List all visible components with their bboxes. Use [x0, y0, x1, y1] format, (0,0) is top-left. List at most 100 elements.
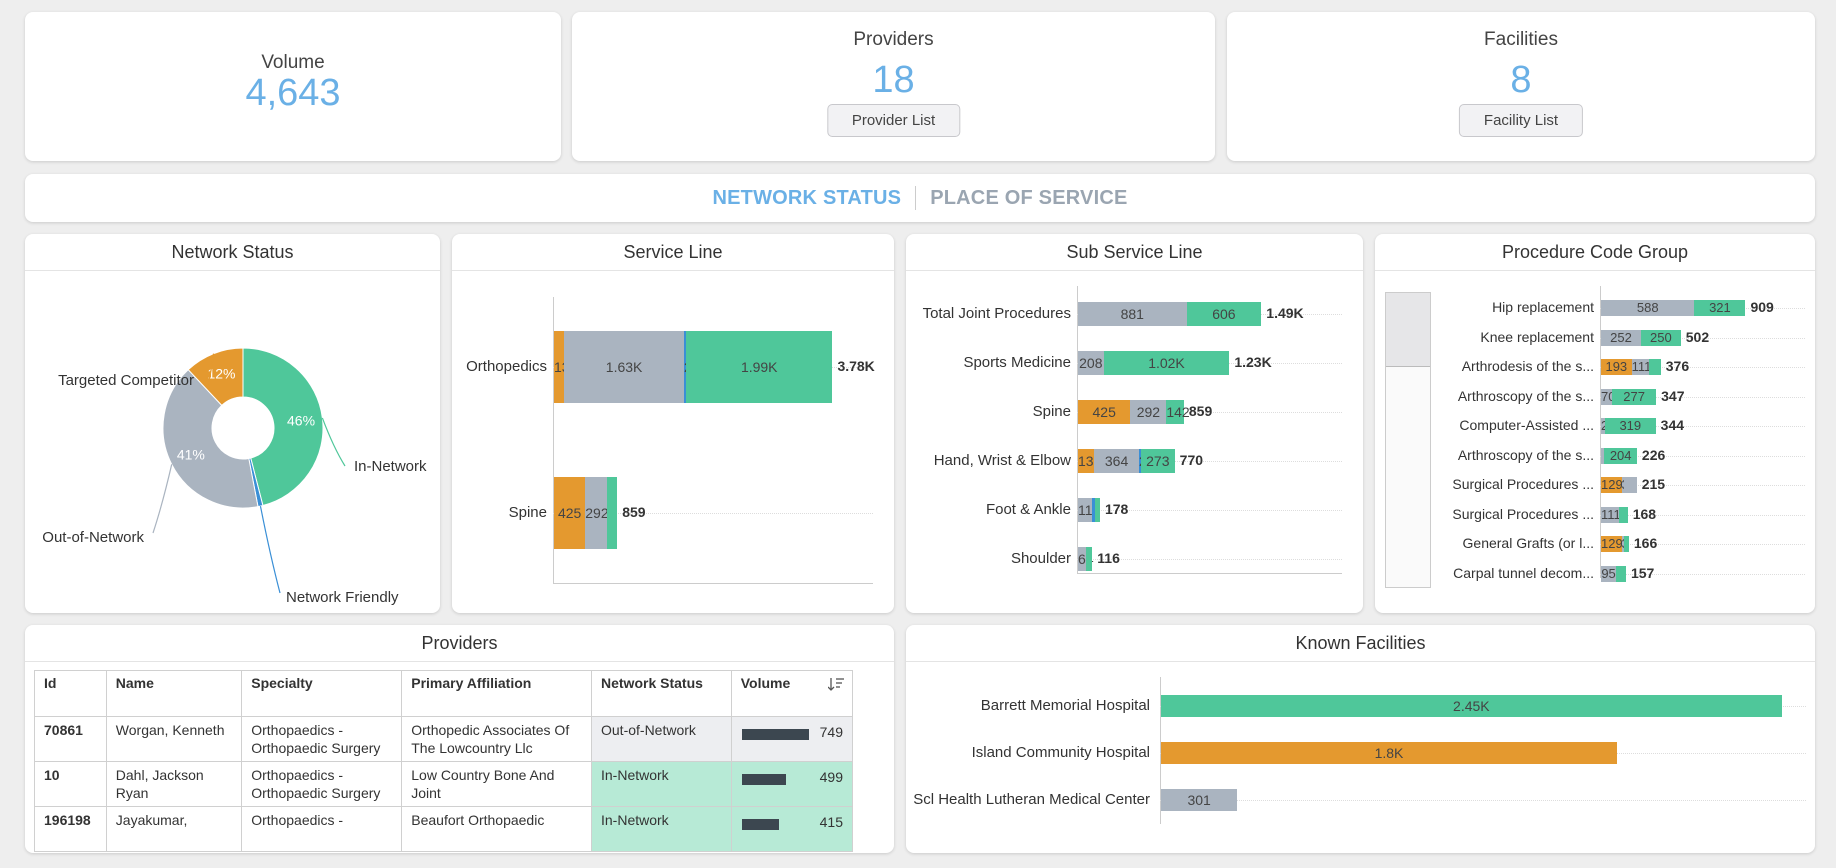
tab-place-of-service[interactable]: PLACE OF SERVICE [930, 186, 1128, 209]
bar-segment[interactable]: 131 [1078, 449, 1101, 473]
bar-segment[interactable]: 1.99K [686, 331, 833, 403]
bar-segment[interactable] [606, 477, 618, 549]
bar-segment[interactable]: 117 [1078, 498, 1100, 522]
bar-segment[interactable]: 881 [1078, 302, 1187, 326]
bar-category-label: Total Joint Procedures [922, 305, 1071, 322]
stacked-bar[interactable]: 70 277 [1601, 388, 1657, 405]
bar-total-label: 859 [622, 504, 646, 520]
stacked-bar[interactable]: 117 [1078, 498, 1100, 522]
cell-volume: 415 [730, 806, 854, 852]
bar-segment[interactable]: 292 [1130, 400, 1167, 424]
bar-segment[interactable]: 95 [1601, 565, 1617, 582]
bar-segment[interactable]: 250 [1641, 329, 1681, 346]
stacked-bar[interactable]: 1293 [1601, 536, 1629, 552]
stacked-bar[interactable]: 425 292 142 [1078, 400, 1190, 424]
navigator-handle[interactable] [1386, 293, 1430, 367]
facility-list-button[interactable]: Facility List [1458, 104, 1584, 137]
chart-gridline [1077, 412, 1342, 413]
cell-name: Jayakumar, [105, 806, 243, 852]
provider-list-button[interactable]: Provider List [826, 104, 961, 137]
cell-specialty: Orthopaedics - [241, 806, 403, 852]
bar-segment[interactable]: 208 [1078, 351, 1104, 375]
col-primary-affiliation[interactable]: Primary Affiliation [401, 670, 592, 717]
donut-label-in-network: In-Network [354, 458, 427, 475]
bar-total-label: 344 [1660, 417, 1685, 433]
facility-bar[interactable]: 2.45K [1161, 695, 1782, 717]
col-volume-label: Volume [740, 675, 791, 691]
stacked-bar[interactable]: 204 [1601, 447, 1637, 464]
bar-segment[interactable]: 277 [1612, 388, 1657, 405]
chart-baseline [1077, 573, 1342, 574]
bar-segment[interactable]: 425 [554, 477, 586, 549]
bar-segment[interactable]: 64 [1078, 547, 1094, 571]
stacked-bar[interactable]: 1381.63K271.99K [554, 331, 833, 403]
bar-segment[interactable]: 204 [1604, 447, 1637, 464]
bar-segment[interactable]: 252 [1601, 329, 1642, 346]
bar-segment[interactable]: 193 [1601, 359, 1632, 375]
volume-label: Volume [261, 52, 325, 73]
bar-segment[interactable]: 588 [1601, 300, 1695, 316]
bar-category-label: Spine [1032, 403, 1071, 420]
bar-total-label: 178 [1104, 501, 1129, 517]
stacked-bar[interactable]: 111 [1601, 506, 1628, 523]
bar-segment[interactable]: 138 [554, 331, 577, 403]
table-row[interactable]: 196198 Jayakumar, Orthopaedics - Beaufort O… [34, 806, 854, 852]
bar-segment[interactable] [1092, 498, 1095, 522]
stacked-bar[interactable]: 588 321 [1601, 300, 1746, 316]
col-specialty[interactable]: Specialty [241, 670, 403, 717]
bar-segment[interactable]: 142 [1166, 400, 1190, 424]
bar-segment[interactable]: 129 [1601, 536, 1623, 552]
bar-segment[interactable]: 70 [1601, 388, 1616, 405]
col-volume[interactable]: Volume [730, 670, 854, 717]
chart-scroll-navigator[interactable] [1385, 292, 1431, 588]
stacked-bar[interactable]: 25319 [1601, 418, 1656, 434]
bar-segment[interactable] [1601, 447, 1605, 464]
bar-segment[interactable]: 1.63K [564, 331, 685, 403]
stacked-bar[interactable]: 252 250 [1601, 329, 1681, 346]
stacked-bar[interactable]: 95 [1601, 565, 1626, 582]
table-row[interactable]: 70861 Worgan, Kenneth Orthopaedics - Ortho… [34, 716, 854, 762]
stacked-bar[interactable]: 425 292 [554, 477, 618, 549]
facility-bar[interactable]: 301 [1161, 789, 1238, 811]
bar-total-label: 347 [1661, 387, 1685, 404]
col-network-status[interactable]: Network Status [591, 670, 732, 717]
bar-segment[interactable] [1616, 565, 1626, 582]
bar-segment[interactable]: 111 [1631, 359, 1652, 375]
bar-segment[interactable] [1649, 359, 1661, 375]
bar-total-label: 502 [1685, 328, 1710, 345]
bar-segment[interactable] [1094, 498, 1100, 522]
stacked-bar[interactable]: 208 1.02K [1078, 351, 1230, 375]
bar-segment[interactable]: 364 [1094, 449, 1139, 473]
stacked-bar[interactable]: 881 606 [1078, 302, 1262, 326]
col-name[interactable]: Name [105, 670, 243, 717]
chart-gridline [1077, 510, 1342, 511]
stacked-bar[interactable]: 64 [1078, 547, 1094, 571]
stacked-bar[interactable]: 1293 [1601, 477, 1637, 493]
bar-segment[interactable] [1623, 536, 1629, 552]
volume-card: Volume 4,643 [25, 12, 561, 161]
chart-baseline [553, 583, 873, 584]
tab-network-status[interactable]: NETWORK STATUS [712, 186, 902, 209]
donut-slice-in-network[interactable] [242, 347, 324, 507]
stacked-bar[interactable]: 193 111 [1601, 359, 1661, 375]
bar-segment[interactable]: 1.02K [1103, 351, 1230, 375]
bar-segment[interactable]: 273 [1141, 449, 1175, 473]
bar-segment[interactable]: 129 [1601, 477, 1623, 493]
stacked-bar[interactable]: 1313642273 [1078, 449, 1175, 473]
donut-slice-out-of-network[interactable] [162, 368, 259, 509]
bar-segment[interactable]: 425 [1078, 400, 1131, 424]
donut-slice-targeted-competitor[interactable] [187, 347, 244, 407]
bar-segment[interactable]: 321 [1694, 300, 1746, 316]
bar-segment[interactable] [1623, 477, 1637, 493]
chart-gridline [1600, 485, 1805, 486]
bar-segment[interactable]: 606 [1186, 302, 1262, 326]
facility-bar[interactable]: 1.8K [1161, 742, 1617, 764]
bar-segment[interactable]: 111 [1601, 506, 1621, 523]
bar-segment[interactable] [1085, 547, 1093, 571]
bar-segment[interactable] [1618, 506, 1628, 523]
bar-segment[interactable]: 292 [585, 477, 609, 549]
col-id[interactable]: Id [34, 670, 107, 717]
table-row[interactable]: 10 Dahl, Jackson Ryan Orthopaedics - Ortho… [34, 761, 854, 807]
sort-descending-icon[interactable] [827, 677, 844, 694]
bar-segment[interactable]: 319 [1604, 418, 1656, 434]
